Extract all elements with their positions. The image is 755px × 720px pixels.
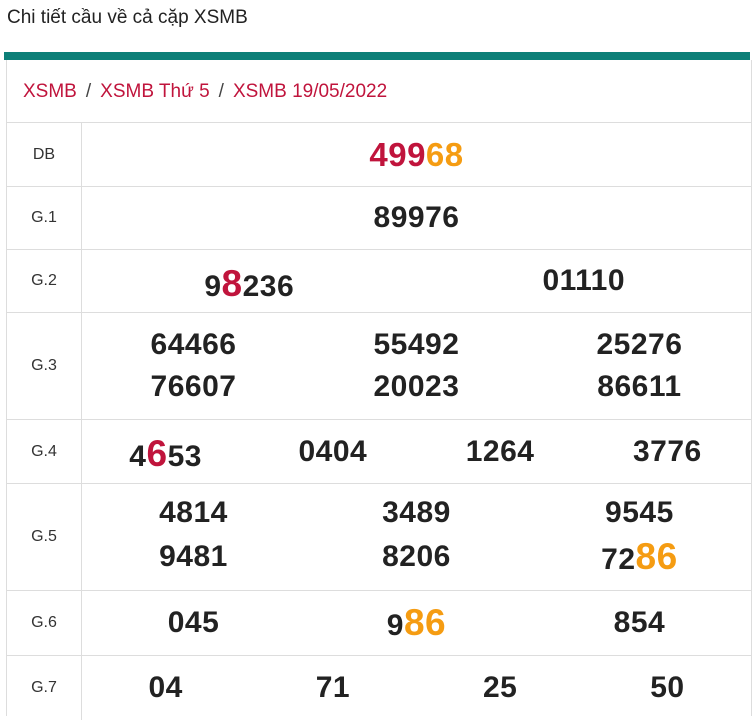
prize-row-db: DB 49968 — [7, 123, 751, 187]
prize-number: 49968 — [82, 136, 751, 174]
prize-number: 045 — [167, 606, 220, 639]
prize-label: G.1 — [7, 187, 82, 249]
prize-row-g4: G.4 4653 0404 1264 3776 — [7, 420, 751, 484]
prize-row-g1: G.1 89976 — [7, 187, 751, 250]
highlighted-digits: 8 — [221, 263, 243, 304]
prize-row-g2: G.2 98236 01110 — [7, 250, 751, 313]
results-card: XSMB / XSMB Thứ 5/XSMB 19/05/2022 DB 49968… — [6, 60, 752, 720]
prize-number: 04 — [148, 671, 183, 704]
prize-number: 76607 — [150, 370, 237, 403]
title-divider — [4, 52, 750, 60]
prize-number: 3776 — [633, 434, 702, 468]
prize-number: 71 — [315, 671, 351, 704]
prize-number: 20023 — [373, 370, 460, 403]
prize-number: 25 — [482, 671, 518, 704]
page-title: Chi tiết cầu về cả cặp XSMB — [0, 0, 755, 48]
breadcrumb-separator: / — [85, 81, 92, 102]
prize-label: G.6 — [7, 591, 82, 655]
highlighted-digits: 68 — [425, 135, 464, 173]
number-part: 72 — [601, 543, 636, 576]
prize-number: 89976 — [373, 201, 460, 234]
prize-number: 01110 — [542, 264, 626, 297]
prize-number: 7286 — [528, 536, 751, 578]
prize-number: 986 — [305, 602, 528, 644]
prize-number: 25276 — [596, 328, 683, 361]
prize-label: G.5 — [7, 484, 82, 590]
prize-number: 1264 — [465, 434, 535, 468]
prize-number: 64466 — [150, 328, 237, 361]
highlighted-digits: 6 — [146, 432, 168, 474]
breadcrumb-link-xsmb-thu5[interactable]: XSMB Thứ 5 — [100, 81, 210, 102]
prize-number: 86611 — [597, 370, 682, 403]
prize-row-g3: G.3 64466 55492 25276 76607 20023 86611 — [7, 313, 751, 420]
prize-number: 4653 — [82, 429, 249, 475]
prize-label: G.7 — [7, 656, 82, 720]
prize-row-g7: G.7 04 71 25 50 — [7, 656, 751, 720]
prize-number: 4814 — [159, 496, 228, 529]
prize-label: G.2 — [7, 250, 82, 312]
prize-number: 98236 — [82, 257, 417, 305]
prize-number: 8206 — [382, 540, 451, 573]
prize-number: 854 — [613, 606, 666, 639]
prize-number: 0404 — [298, 434, 368, 468]
breadcrumb-link-date[interactable]: XSMB 19/05/2022 — [232, 81, 388, 102]
prize-number: 55492 — [373, 328, 460, 361]
number-part: 4 — [129, 439, 147, 473]
prize-number: 3489 — [382, 496, 451, 529]
prize-label: G.4 — [7, 420, 82, 483]
prize-row-g5: G.5 4814 3489 9545 9481 8206 7286 — [7, 484, 751, 591]
number-part: 499 — [369, 135, 426, 173]
breadcrumb-link-xsmb[interactable]: XSMB — [23, 81, 77, 102]
highlighted-digits: 86 — [403, 602, 447, 643]
breadcrumb-separator: / — [218, 81, 224, 102]
prize-number: 9545 — [605, 496, 674, 529]
breadcrumb: XSMB / XSMB Thứ 5 / XSMB 19/05/2022 — [7, 60, 751, 123]
highlighted-digits: 86 — [635, 536, 678, 577]
number-part: 9 — [204, 270, 222, 303]
prize-row-g6: G.6 045 986 854 — [7, 591, 751, 656]
number-part: 9 — [386, 609, 404, 642]
prize-number: 50 — [650, 671, 685, 704]
number-part: 236 — [242, 270, 295, 303]
prize-number: 9481 — [159, 540, 228, 573]
number-part: 53 — [167, 439, 202, 473]
prize-label: DB — [7, 123, 82, 186]
prize-label: G.3 — [7, 313, 82, 419]
